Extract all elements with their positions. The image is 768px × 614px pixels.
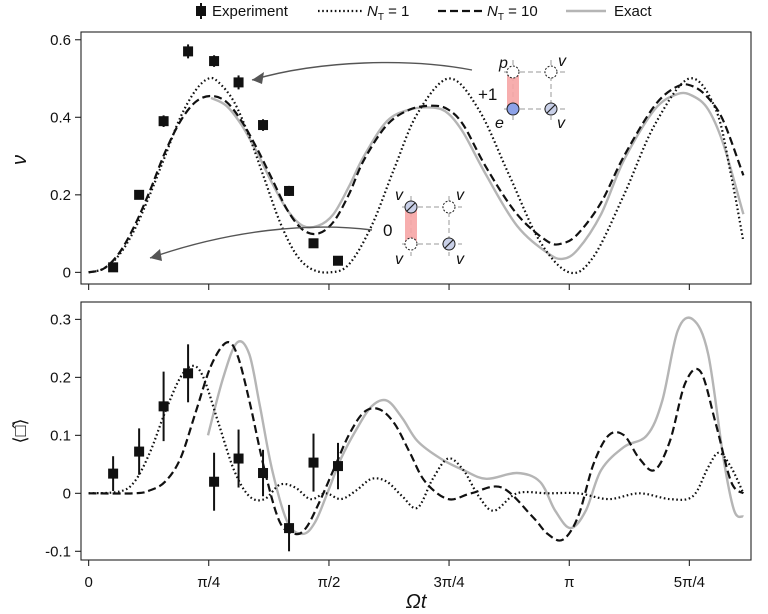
top-series-gray bbox=[210, 91, 745, 261]
top-series-dashed bbox=[88, 83, 745, 274]
bottom-y-tick-label: 0.3 bbox=[50, 311, 71, 328]
top-experiment-point bbox=[108, 262, 119, 273]
legend-nt10-label: NT = 10 bbox=[487, 3, 538, 23]
x-tick-label: π/4 bbox=[197, 574, 220, 591]
bottom-y-axis-label: ⟨□̂⟩ bbox=[10, 419, 30, 444]
top-y-axis-label: ν bbox=[9, 155, 31, 165]
top-panel: 0 0.2 0.4 0.6 ν +1 p v e v bbox=[9, 31, 752, 290]
bottom-experiment-point bbox=[209, 476, 220, 487]
bottom-x-axis-label: Ωt bbox=[406, 591, 428, 613]
top-experiment-point bbox=[158, 116, 169, 127]
bottom-experiment-point bbox=[108, 468, 119, 479]
inset-site-v1: v bbox=[558, 53, 567, 70]
legend-experiment-label: Experiment bbox=[212, 3, 289, 20]
x-tick-label: 0 bbox=[84, 574, 92, 591]
inset-site-v2: v bbox=[557, 115, 566, 132]
x-tick-label: 3π/4 bbox=[433, 574, 464, 591]
bottom-experiment-point bbox=[233, 453, 244, 464]
top-y-ticks: 0 0.2 0.4 0.6 bbox=[50, 32, 81, 281]
top-experiment-point bbox=[209, 56, 220, 67]
inset-bottom-level-label: 0 bbox=[383, 221, 392, 240]
bottom-y-tick-label: 0 bbox=[63, 485, 71, 502]
top-experiment-point bbox=[183, 46, 194, 57]
bottom-experiment-markers bbox=[108, 344, 343, 552]
bottom-experiment-point bbox=[332, 461, 343, 472]
inset-site-v4: v bbox=[456, 187, 465, 204]
bottom-experiment-point bbox=[183, 368, 194, 379]
bottom-y-tick-label: -0.1 bbox=[45, 543, 71, 560]
top-experiment-point bbox=[233, 77, 244, 88]
top-experiment-point bbox=[284, 185, 295, 196]
legend-nt1: NT = 1 bbox=[318, 3, 409, 23]
bottom-experiment-point bbox=[284, 523, 295, 534]
bottom-y-ticks: -0.1 0 0.1 0.2 0.3 bbox=[45, 311, 81, 560]
inset-site-e: e bbox=[495, 115, 504, 132]
bottom-series-dotted bbox=[88, 364, 745, 512]
legend-exact-label: Exact bbox=[614, 3, 652, 20]
bottom-series-gray bbox=[206, 316, 744, 536]
x-tick-label: π/2 bbox=[318, 574, 341, 591]
inset-site-p: p bbox=[498, 55, 508, 72]
top-series-lines bbox=[88, 76, 745, 275]
inset-site-v3: v bbox=[395, 187, 404, 204]
inset-site-v5: v bbox=[395, 251, 404, 268]
bottom-series-lines bbox=[88, 316, 745, 542]
bottom-x-ticks: 0 π/4 π/2 3π/4 π 5π/4 bbox=[84, 560, 705, 591]
bottom-experiment-point bbox=[258, 468, 269, 479]
bottom-experiment-point bbox=[308, 457, 319, 468]
top-experiment-point bbox=[134, 189, 145, 200]
bottom-experiment-point bbox=[158, 401, 169, 412]
bottom-series-dashed bbox=[88, 341, 745, 542]
legend: Experiment NT = 1 NT = 10 Exact bbox=[196, 3, 652, 23]
top-panel-frame bbox=[80, 31, 752, 285]
x-tick-label: π bbox=[564, 574, 574, 591]
top-y-tick-label: 0 bbox=[63, 264, 71, 281]
top-x-ticks bbox=[88, 284, 690, 290]
inset-plaquette-zero: 0 v v v v bbox=[149, 187, 465, 268]
top-y-tick-label: 0.2 bbox=[50, 187, 71, 204]
top-experiment-point bbox=[332, 255, 343, 266]
top-y-tick-label: 0.6 bbox=[50, 32, 71, 49]
bottom-experiment-point bbox=[134, 446, 145, 457]
x-tick-label: 5π/4 bbox=[674, 574, 705, 591]
legend-experiment: Experiment bbox=[196, 3, 289, 20]
top-y-tick-label: 0.4 bbox=[50, 109, 71, 126]
bottom-y-tick-label: 0.2 bbox=[50, 369, 71, 386]
bottom-panel: -0.1 0 0.1 0.2 0.3 0 π/4 π/2 3π/4 π 5π/4 ⟨□̂⟩ Ωt bbox=[10, 301, 752, 613]
inset-plaquette-plus-one: +1 p v e v bbox=[251, 53, 567, 132]
legend-exact: Exact bbox=[566, 3, 652, 20]
bottom-y-tick-label: 0.1 bbox=[50, 427, 71, 444]
inset-site-v6: v bbox=[456, 251, 465, 268]
top-experiment-point bbox=[258, 120, 269, 131]
top-experiment-point bbox=[308, 238, 319, 249]
bottom-panel-frame bbox=[80, 301, 752, 561]
legend-nt1-label: NT = 1 bbox=[367, 3, 409, 23]
inset-top-level-label: +1 bbox=[478, 85, 497, 104]
top-experiment-markers bbox=[108, 44, 343, 273]
legend-nt10: NT = 10 bbox=[438, 3, 538, 23]
